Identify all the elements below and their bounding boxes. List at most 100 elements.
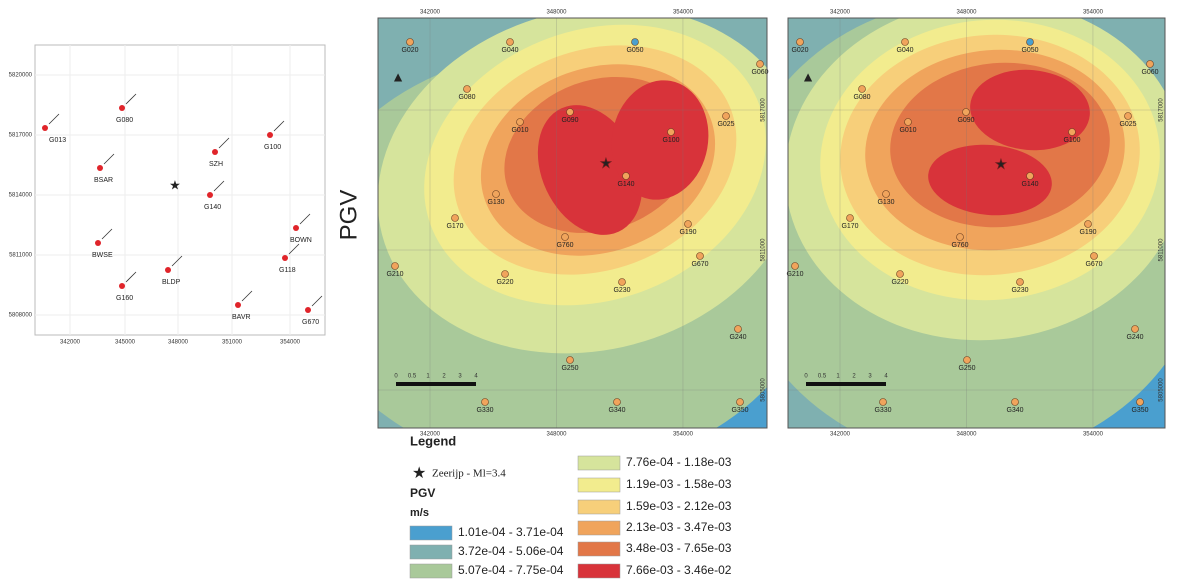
x-tick-label: 348000 [546,10,567,16]
station-label: G340 [1006,407,1023,414]
station-marker [1147,61,1154,68]
station-label: G100 [1063,137,1080,144]
y-tick-label: 5817000 [1159,98,1165,122]
station-marker [737,399,744,406]
station-point [267,132,273,138]
station-label: BAVR [232,314,251,321]
x-tick-label: 342000 [830,432,851,438]
scale-bar [806,382,886,386]
station-label: G130 [877,199,894,206]
station-marker [1125,113,1132,120]
station-label: G670 [302,319,319,326]
station-label: G250 [561,365,578,372]
station-marker [697,253,704,260]
legend-swatch [410,526,452,540]
station-marker [464,86,471,93]
station-label: G090 [561,117,578,124]
station-marker [614,399,621,406]
station-marker [883,191,890,198]
station-label: G010 [899,127,916,134]
legend-class-label: 1.19e-03 - 1.58e-03 [626,477,732,491]
station-point [42,125,48,131]
x-tick-label: 351000 [222,340,243,346]
legend-swatch [410,545,452,559]
scale-label: 0.5 [818,374,827,380]
station-marker [847,215,854,222]
station-label: G040 [896,47,913,54]
station-point [305,307,311,313]
station-label: G350 [731,407,748,414]
y-tick-label: 5811000 [9,253,33,259]
station-label: G050 [626,47,643,54]
station-label: G220 [496,279,513,286]
station-label: G160 [116,295,133,302]
station-label: G760 [556,242,573,249]
station-label: G670 [691,261,708,268]
station-label: BLDP [162,279,181,286]
legend-class-label: 7.76e-04 - 1.18e-03 [626,455,732,469]
station-label: G140 [617,181,634,188]
legend-class-label: 3.72e-04 - 5.06e-04 [458,544,564,558]
station-point [119,105,125,111]
station-marker [562,234,569,241]
figure: PGV Legend ★ Zeerijp - Ml=3.4 PGV m/s 34… [0,0,1187,585]
station-label: G250 [958,365,975,372]
station-label: G080 [458,94,475,101]
legend-class-label: 1.01e-04 - 3.71e-04 [458,525,564,539]
station-label: G060 [751,69,768,76]
x-tick-label: 348000 [956,10,977,16]
station-marker [1137,399,1144,406]
x-tick-label: 354000 [1083,432,1104,438]
station-label: G013 [49,137,66,144]
station-label: G050 [1021,47,1038,54]
y-tick-label: 5817000 [761,98,767,122]
legend-unit: m/s [410,507,429,519]
station-marker [859,86,866,93]
station-label: G020 [401,47,418,54]
station-label: G240 [1126,334,1143,341]
station-marker [1085,221,1092,228]
legend-swatch [578,542,620,556]
station-marker [517,119,524,126]
station-label: G140 [204,204,221,211]
station-marker [1091,253,1098,260]
station-marker [619,279,626,286]
legend-swatch [578,564,620,578]
x-tick-label: 342000 [60,340,81,346]
station-marker [623,173,630,180]
legend-swatch [578,500,620,514]
station-label: G220 [891,279,908,286]
x-tick-label: 348000 [956,432,977,438]
station-marker [407,39,414,46]
north-arrow: ▲ [391,69,405,85]
station-point [235,302,241,308]
station-point [97,165,103,171]
station-marker [957,234,964,241]
station-label: G760 [951,242,968,249]
station-label: G080 [116,117,133,124]
station-label: G130 [487,199,504,206]
legend-class-label: 7.66e-03 - 3.46e-02 [626,563,732,577]
station-marker [1012,399,1019,406]
station-marker [502,271,509,278]
x-tick-label: 348000 [168,340,189,346]
station-point [119,283,125,289]
legend-class-label: 1.59e-03 - 2.12e-03 [626,499,732,513]
station-marker [905,119,912,126]
station-marker [902,39,909,46]
x-tick-label: 342000 [420,432,441,438]
station-label: G340 [608,407,625,414]
station-marker [735,326,742,333]
y-tick-label: 5814000 [9,193,33,199]
station-marker [1027,39,1034,46]
station-label: G025 [1119,121,1136,128]
station-marker [897,271,904,278]
station-marker [797,39,804,46]
y-tick-label: 5805000 [1159,378,1165,402]
epicenter-star: ★ [600,155,612,170]
station-label: G118 [279,267,296,274]
station-label: G060 [1141,69,1158,76]
station-label: G170 [446,223,463,230]
y-tick-label: 5805000 [761,378,767,402]
station-label: G210 [386,271,403,278]
